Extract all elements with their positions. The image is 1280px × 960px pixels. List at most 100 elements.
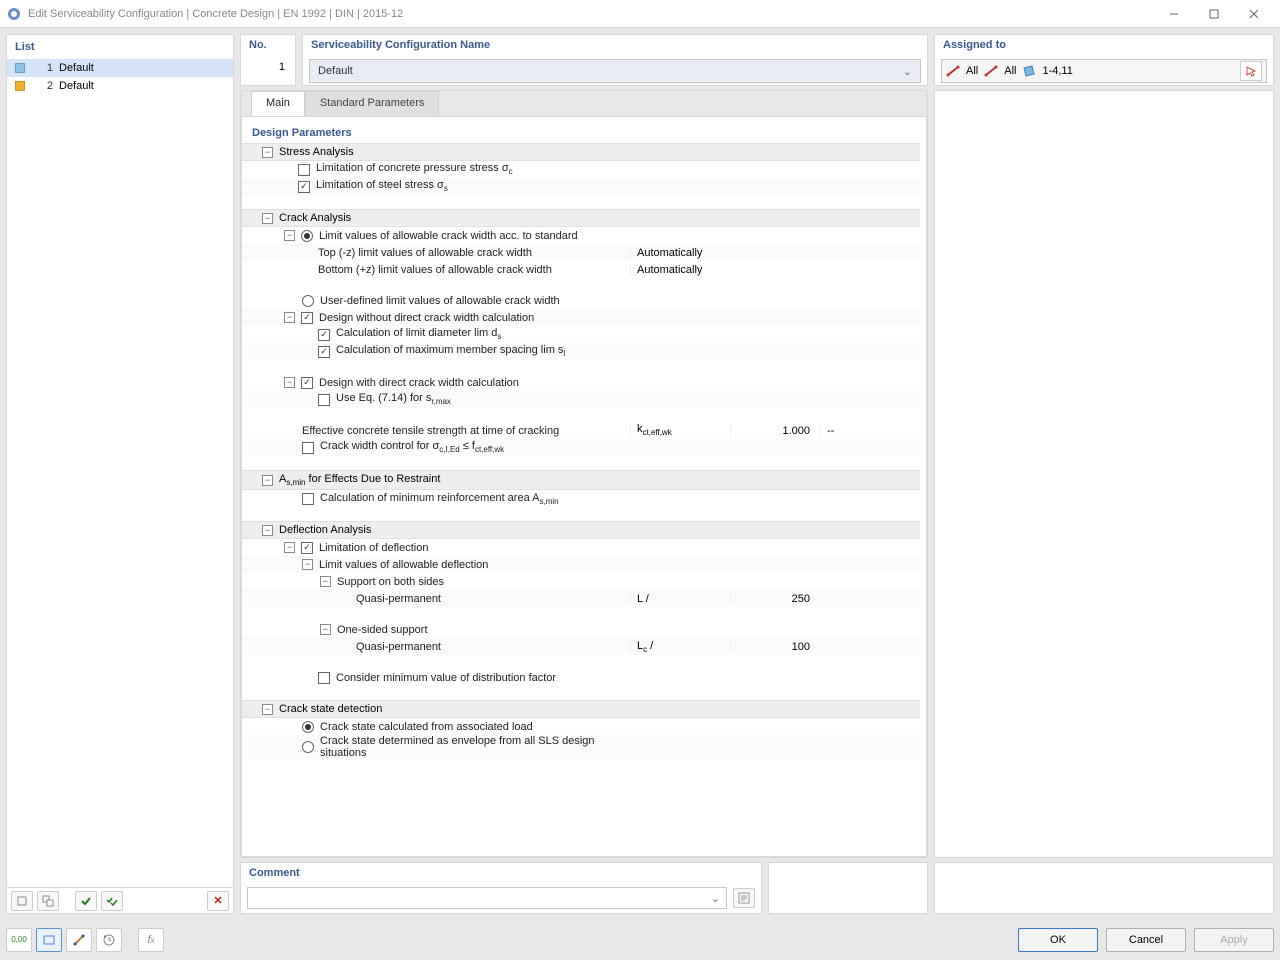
radio[interactable] xyxy=(302,721,314,733)
row-label: Bottom (+z) limit values of allowable cr… xyxy=(318,264,630,276)
collapse-icon[interactable]: − xyxy=(262,475,273,486)
history-button[interactable] xyxy=(96,928,122,952)
collapse-icon[interactable]: − xyxy=(284,377,295,388)
collapse-icon[interactable]: − xyxy=(284,542,295,553)
collapse-icon[interactable]: − xyxy=(262,525,273,536)
chevron-down-icon: ⌄ xyxy=(903,65,912,78)
minimize-button[interactable] xyxy=(1154,2,1194,26)
group-asmin[interactable]: − As,min for Effects Due to Restraint xyxy=(242,470,920,490)
cancel-button[interactable]: Cancel xyxy=(1106,928,1186,952)
group-label: Crack state detection xyxy=(279,703,382,715)
row-crack-control: Crack width control for σc,I,Ed ≤ fct,ef… xyxy=(242,439,920,456)
member-tool-button[interactable] xyxy=(66,928,92,952)
row-symbol: kct,eff,wk xyxy=(630,423,730,437)
collapse-icon[interactable]: − xyxy=(262,213,273,224)
checkbox[interactable] xyxy=(298,164,310,176)
delete-button[interactable]: ✕ xyxy=(207,891,229,911)
checkbox[interactable]: ✓ xyxy=(301,377,313,389)
assigned-field[interactable]: All All 1-4,11 xyxy=(941,59,1267,83)
color-swatch-icon xyxy=(15,63,25,73)
preview-panel xyxy=(934,90,1274,858)
row-calc-spacing: ✓ Calculation of maximum member spacing … xyxy=(242,343,920,360)
row-label: Calculation of limit diameter lim ds xyxy=(336,327,630,341)
collapse-icon[interactable]: − xyxy=(320,576,331,587)
row-value[interactable]: 100 xyxy=(730,641,820,653)
radio[interactable] xyxy=(302,295,314,307)
check-all-button[interactable] xyxy=(101,891,123,911)
collapse-icon[interactable]: − xyxy=(284,312,295,323)
row-value[interactable]: 250 xyxy=(730,593,820,605)
collapse-icon[interactable]: − xyxy=(262,704,273,715)
radio[interactable] xyxy=(301,230,313,242)
tab-standard-parameters[interactable]: Standard Parameters xyxy=(305,91,440,116)
function-button[interactable]: fx xyxy=(138,928,164,952)
tab-content: Design Parameters − Stress Analysis Limi… xyxy=(241,117,927,857)
group-crack-state[interactable]: − Crack state detection xyxy=(242,700,920,718)
list-item[interactable]: 1 Default xyxy=(7,59,233,77)
copy-button[interactable] xyxy=(37,891,59,911)
row-unit: -- xyxy=(820,425,920,437)
row-label: Limitation of steel stress σs xyxy=(316,179,630,193)
pick-button[interactable] xyxy=(1240,61,1262,81)
apply-button[interactable]: Apply xyxy=(1194,928,1274,952)
checkbox[interactable]: ✓ xyxy=(301,542,313,554)
row-value: Automatically xyxy=(630,264,730,276)
checkbox[interactable] xyxy=(302,442,314,454)
list-item[interactable]: 2 Default xyxy=(7,77,233,95)
member-icon xyxy=(946,64,960,78)
checkbox[interactable] xyxy=(302,493,314,505)
collapse-icon[interactable]: − xyxy=(320,624,331,635)
list-toolbar: ✕ xyxy=(6,888,234,914)
row-label: Design with direct crack width calculati… xyxy=(319,377,630,389)
row-label: Calculation of minimum reinforcement are… xyxy=(320,492,630,506)
assigned-panel: Assigned to All All 1-4,11 xyxy=(934,34,1274,86)
collapse-icon[interactable]: − xyxy=(262,147,273,158)
row-limit-values: − Limit values of allowable deflection xyxy=(242,556,920,573)
checkbox[interactable]: ✓ xyxy=(318,329,330,341)
comment-label: Comment xyxy=(241,863,761,885)
rectangle-button[interactable] xyxy=(36,928,62,952)
ok-button[interactable]: OK xyxy=(1018,928,1098,952)
checkbox[interactable]: ✓ xyxy=(301,312,313,324)
group-crack-analysis[interactable]: − Crack Analysis xyxy=(242,209,920,227)
row-crack-assoc: Crack state calculated from associated l… xyxy=(242,718,920,735)
close-button[interactable] xyxy=(1234,2,1274,26)
tab-bar: Main Standard Parameters xyxy=(241,91,927,117)
checkbox[interactable] xyxy=(318,672,330,684)
maximize-button[interactable] xyxy=(1194,2,1234,26)
units-button[interactable]: 0,00 xyxy=(6,928,32,952)
row-label: Support on both sides xyxy=(337,576,630,588)
radio[interactable] xyxy=(302,741,314,753)
row-limit-std: − Limit values of allowable crack width … xyxy=(242,227,920,244)
checkbox[interactable] xyxy=(318,394,330,406)
name-dropdown[interactable]: Default ⌄ xyxy=(309,59,921,83)
group-deflection[interactable]: − Deflection Analysis xyxy=(242,521,920,539)
checkbox[interactable]: ✓ xyxy=(318,346,330,358)
comment-edit-button[interactable] xyxy=(733,888,755,908)
row-value[interactable]: 1.000 xyxy=(730,425,820,437)
row-label: Top (-z) limit values of allowable crack… xyxy=(318,247,630,259)
new-button[interactable] xyxy=(11,891,33,911)
row-lim-deflection: − ✓ Limitation of deflection xyxy=(242,539,920,556)
collapse-icon[interactable]: − xyxy=(284,230,295,241)
check-button[interactable] xyxy=(75,891,97,911)
row-label: Crack width control for σc,I,Ed ≤ fct,ef… xyxy=(320,440,630,454)
collapse-icon[interactable]: − xyxy=(302,559,313,570)
group-stress-analysis[interactable]: − Stress Analysis xyxy=(242,143,920,161)
row-with-calc: − ✓ Design with direct crack width calcu… xyxy=(242,374,920,391)
tab-main[interactable]: Main xyxy=(251,91,305,116)
comment-preview xyxy=(768,862,928,914)
group-label: Deflection Analysis xyxy=(279,524,371,536)
row-label: Quasi-permanent xyxy=(356,593,630,605)
checkbox[interactable]: ✓ xyxy=(298,181,310,193)
row-use-eq: Use Eq. (7.14) for sr,max xyxy=(242,391,920,408)
row-label: Use Eq. (7.14) for sr,max xyxy=(336,392,630,406)
assigned-chip: 1-4,11 xyxy=(1042,65,1072,77)
row-label: Effective concrete tensile strength at t… xyxy=(302,425,630,437)
name-value: Default xyxy=(318,65,353,77)
assigned-label: Assigned to xyxy=(935,35,1273,57)
list-item-num: 2 xyxy=(31,80,53,92)
group-label: Stress Analysis xyxy=(279,146,354,158)
comment-dropdown[interactable]: ⌄ xyxy=(247,887,727,909)
no-value: 1 xyxy=(241,57,295,77)
